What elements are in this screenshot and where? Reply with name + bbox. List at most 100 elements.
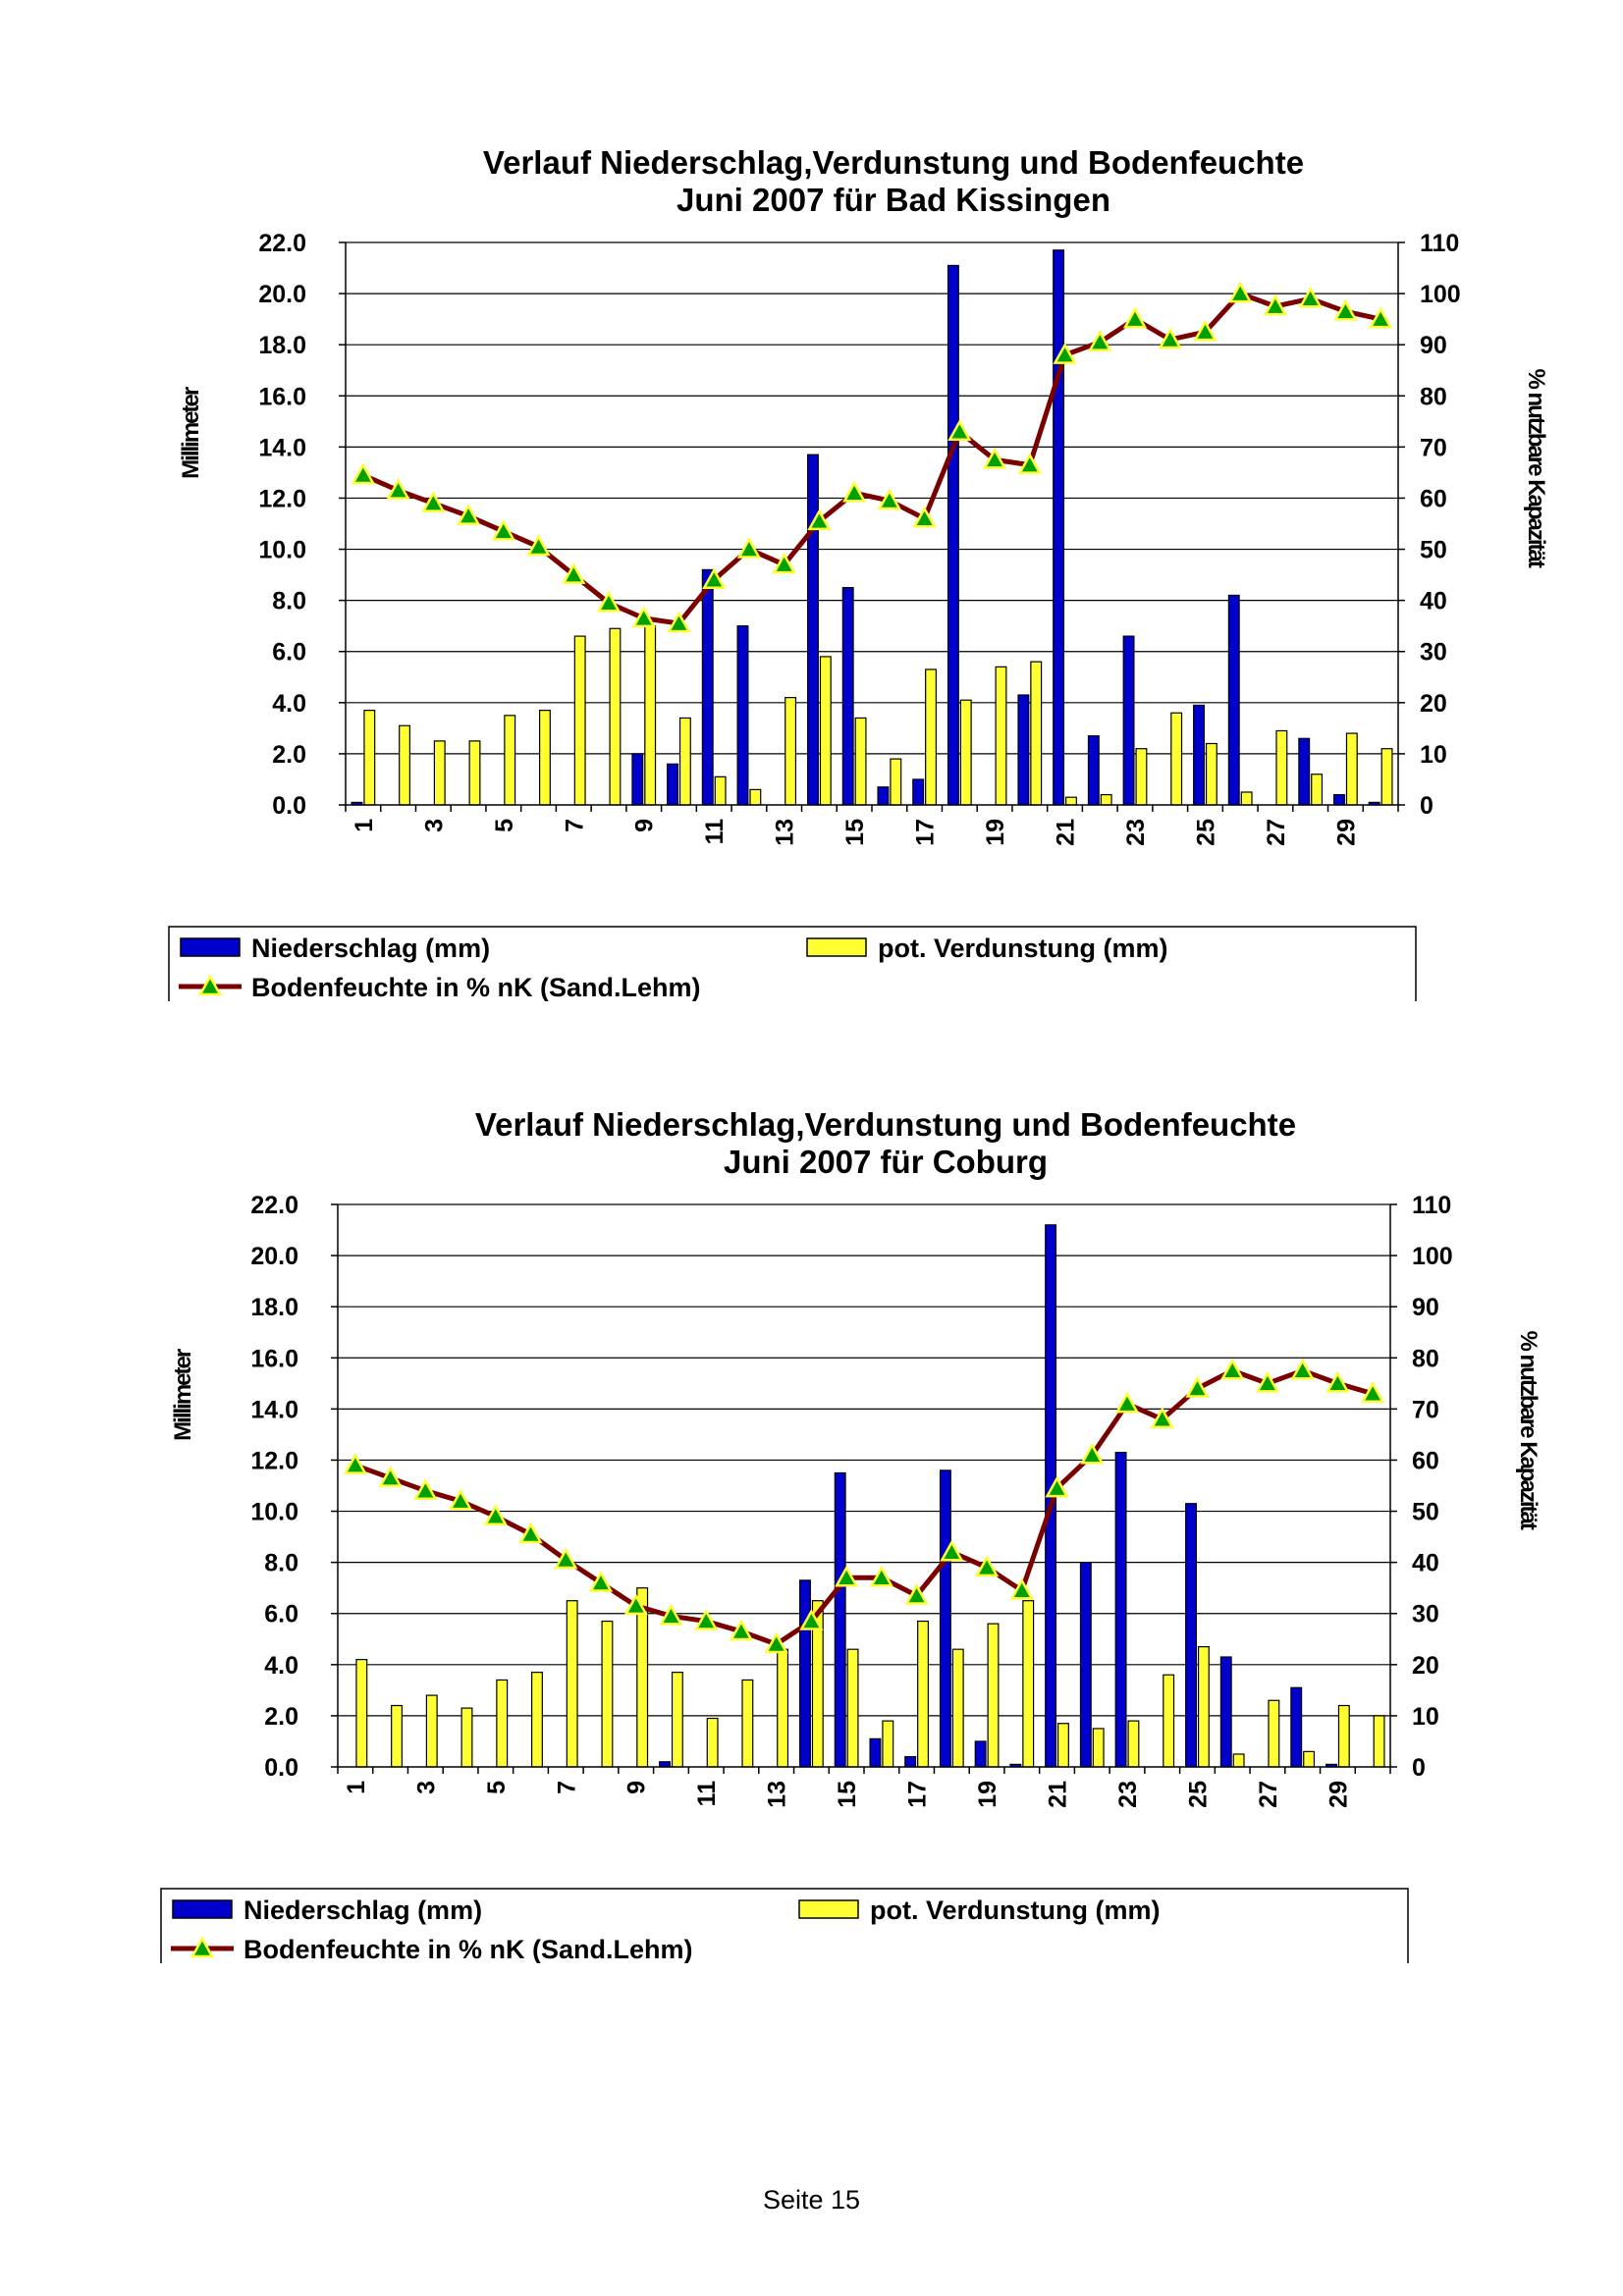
bar-niederschlag-day-22 (1087, 735, 1100, 806)
x-tick-label: 15 (841, 819, 869, 846)
bar-verdunstung-day-7 (573, 635, 586, 806)
chart-coburg: Verlauf Niederschlag,Verdunstung und Bod… (160, 1106, 1542, 1963)
bar-verdunstung-day-6 (531, 1672, 543, 1768)
legend-box (168, 926, 1417, 1001)
y2-tick-label: 80 (1420, 383, 1447, 410)
marker-bodenfeuchte-day-13 (764, 1631, 788, 1654)
marker-bodenfeuchte-day-6 (526, 534, 551, 557)
y2-tick-label: 50 (1412, 1499, 1439, 1526)
y2-tick-label: 20 (1412, 1652, 1439, 1680)
y2-tick-label: 100 (1412, 1243, 1453, 1270)
marker-bodenfeuchte-day-9 (623, 1593, 648, 1616)
bar-verdunstung-day-26 (1232, 1753, 1245, 1768)
y-tick-label: 12.0 (258, 485, 306, 512)
marker-bodenfeuchte-day-20 (1017, 453, 1042, 474)
y2-tick-label: 90 (1412, 1294, 1439, 1321)
bar-verdunstung-day-23 (1127, 1720, 1140, 1768)
marker-bodenfeuchte-day-16 (877, 488, 901, 510)
bar-verdunstung-day-27 (1275, 729, 1288, 806)
bar-niederschlag-day-10 (659, 1761, 671, 1768)
bar-verdunstung-day-11 (714, 775, 727, 806)
marker-bodenfeuchte-day-23 (1122, 306, 1148, 329)
y-axis-label: Millimeter (170, 1349, 196, 1441)
y-axis-label: Millimeter (178, 387, 204, 479)
y-tick-label: 2.0 (264, 1703, 298, 1731)
bar-niederschlag-day-25 (1193, 704, 1205, 806)
bar-verdunstung-day-3 (433, 740, 446, 806)
bar-niederschlag-day-22 (1079, 1562, 1092, 1768)
y-tick-label: 0.0 (264, 1754, 298, 1782)
bar-niederschlag-day-25 (1185, 1503, 1197, 1768)
x-tick-label: 3 (420, 819, 448, 832)
y-tick-label: 4.0 (272, 690, 306, 718)
marker-bodenfeuchte-day-8 (596, 590, 622, 613)
x-tick-label: 3 (412, 1781, 440, 1794)
marker-bodenfeuchte-day-1 (351, 462, 375, 485)
bar-niederschlag-day-9 (631, 753, 644, 806)
x-tick-label: 11 (701, 819, 729, 845)
bar-verdunstung-day-20 (1022, 1600, 1035, 1768)
y-tick-label: 16.0 (258, 383, 306, 410)
y2-tick-label: 10 (1412, 1703, 1439, 1731)
y2-tick-label: 70 (1412, 1396, 1439, 1423)
y2-tick-label: 30 (1412, 1601, 1439, 1629)
y2-tick-label: 90 (1420, 332, 1447, 359)
x-tick-label: 29 (1332, 819, 1360, 846)
bar-verdunstung-day-21 (1057, 1723, 1069, 1768)
legend-marker-bodenfeuchte (189, 1936, 215, 1958)
x-tick-label: 9 (631, 819, 659, 832)
chart-subtitle: Juni 2007 für Coburg (724, 1144, 1048, 1180)
y-tick-label: 18.0 (258, 332, 306, 359)
legend-swatch-verdunstung (798, 1899, 859, 1919)
x-tick-label: 19 (982, 819, 1009, 846)
legend-label-niederschlag: Niederschlag (mm) (243, 1896, 482, 1925)
x-tick-label: 21 (1045, 1781, 1072, 1808)
x-tick-label: 5 (491, 819, 518, 832)
bar-verdunstung-day-21 (1065, 796, 1077, 806)
bar-verdunstung-day-4 (460, 1707, 473, 1768)
marker-bodenfeuchte-day-29 (1333, 298, 1358, 321)
marker-bodenfeuchte-day-26 (1220, 1358, 1245, 1380)
marker-bodenfeuchte-day-9 (631, 606, 656, 628)
bar-verdunstung-day-19 (995, 666, 1007, 806)
y-tick-label: 22.0 (250, 1192, 298, 1219)
marker-bodenfeuchte-day-28 (1298, 286, 1323, 308)
marker-bodenfeuchte-day-22 (1088, 330, 1112, 351)
marker-bodenfeuchte-day-25 (1185, 1375, 1210, 1398)
marker-bodenfeuchte-day-30 (1361, 1381, 1385, 1403)
bar-niederschlag-day-29 (1333, 793, 1345, 806)
x-tick-label: 19 (974, 1781, 1001, 1808)
marker-bodenfeuchte-day-19 (974, 1555, 1000, 1577)
marker-bodenfeuchte-day-30 (1369, 306, 1393, 329)
marker-bodenfeuchte-day-12 (729, 1619, 754, 1641)
marker-bodenfeuchte-day-2 (386, 478, 410, 500)
bar-verdunstung-day-8 (609, 627, 622, 806)
x-tick-label: 21 (1053, 819, 1080, 846)
bar-verdunstung-day-25 (1197, 1645, 1210, 1768)
x-tick-label: 17 (904, 1781, 932, 1808)
bar-verdunstung-day-1 (363, 710, 376, 806)
bar-verdunstung-day-11 (706, 1717, 719, 1768)
y2-tick-label: 70 (1420, 434, 1447, 461)
x-tick-label: 7 (553, 1781, 580, 1794)
y2-tick-label: 0 (1420, 792, 1434, 820)
bar-niederschlag-day-18 (947, 264, 959, 806)
marker-bodenfeuchte-day-20 (1009, 1577, 1034, 1600)
bar-niederschlag-day-16 (877, 786, 890, 806)
y2-tick-label: 60 (1420, 485, 1447, 512)
marker-bodenfeuchte-day-14 (799, 1608, 824, 1630)
chart-title: Verlauf Niederschlag,Verdunstung und Bod… (483, 144, 1304, 181)
y2-tick-label: 50 (1420, 537, 1447, 564)
bar-verdunstung-day-18 (951, 1648, 964, 1768)
marker-bodenfeuchte-day-18 (947, 419, 972, 441)
marker-bodenfeuchte-day-12 (736, 536, 762, 559)
bar-verdunstung-day-28 (1311, 774, 1324, 806)
bar-verdunstung-day-24 (1163, 1674, 1175, 1768)
bar-niederschlag-day-18 (939, 1469, 951, 1768)
bar-niederschlag-day-17 (904, 1755, 917, 1768)
marker-bodenfeuchte-day-7 (554, 1547, 578, 1570)
bar-verdunstung-day-25 (1205, 742, 1217, 806)
marker-bodenfeuchte-day-1 (343, 1453, 367, 1474)
marker-bodenfeuchte-day-3 (413, 1478, 438, 1500)
marker-bodenfeuchte-day-23 (1114, 1391, 1140, 1414)
